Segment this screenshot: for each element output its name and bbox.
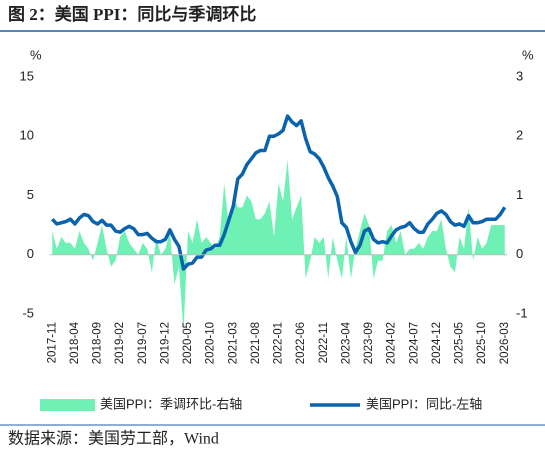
y-tick-label: 0 [27, 246, 34, 261]
legend-swatch [40, 399, 95, 411]
x-tick-label: 2020-05 [182, 322, 194, 364]
y2-tick-label: 2 [516, 128, 523, 143]
area [52, 159, 505, 332]
y2-tick-label: -1 [516, 305, 528, 320]
x-tick-label: 2018-04 [69, 321, 81, 364]
x-tick-label: 2019-02 [114, 322, 126, 364]
x-tick-label: 2021-03 [227, 322, 239, 364]
x-tick-label: 2024-07 [408, 322, 420, 364]
x-tick-label: 2023-09 [363, 322, 375, 364]
chart-title: 图 2：美国 PPI：同比与季调环比 [8, 4, 256, 24]
source: 数据来源：美国劳工部，Wind [8, 430, 219, 448]
y-tick-label: 10 [20, 128, 34, 143]
y2-tick-label: 1 [516, 187, 523, 202]
y2-tick-label: 3 [516, 68, 523, 83]
y-axis-label: % [30, 47, 42, 62]
x-tick-label: 2025-05 [454, 322, 466, 364]
x-tick-label: 2022-01 [273, 322, 285, 364]
y2-tick-label: 0 [516, 246, 523, 261]
y-tick-label: 5 [27, 187, 34, 202]
y2-axis-label: % [522, 47, 534, 62]
y-tick-label: 15 [20, 68, 34, 83]
x-tick-label: 2021-08 [250, 322, 262, 364]
legend-label: 美国PPI：同比-左轴 [366, 396, 482, 411]
x-tick-label: 2017-11 [46, 322, 58, 363]
x-tick-label: 2022-06 [295, 322, 307, 364]
x-tick-label: 2018-09 [92, 322, 104, 364]
x-tick-label: 2026-03 [499, 322, 511, 364]
line [50, 114, 507, 271]
x-tick-label: 2019-12 [159, 322, 171, 364]
x-tick-label: 2024-12 [431, 322, 443, 364]
x-tick-label: 2023-04 [340, 321, 352, 364]
x-tick-label: 2024-02 [386, 322, 398, 364]
x-tick-label: 2025-10 [476, 322, 488, 364]
legend-label: 美国PPI：季调环比-右轴 [100, 396, 242, 411]
x-tick-label: 2019-07 [137, 322, 149, 364]
y-tick-label: -5 [22, 305, 34, 320]
x-tick-label: 2022-11 [318, 322, 330, 363]
x-tick-label: 2020-10 [205, 322, 217, 364]
